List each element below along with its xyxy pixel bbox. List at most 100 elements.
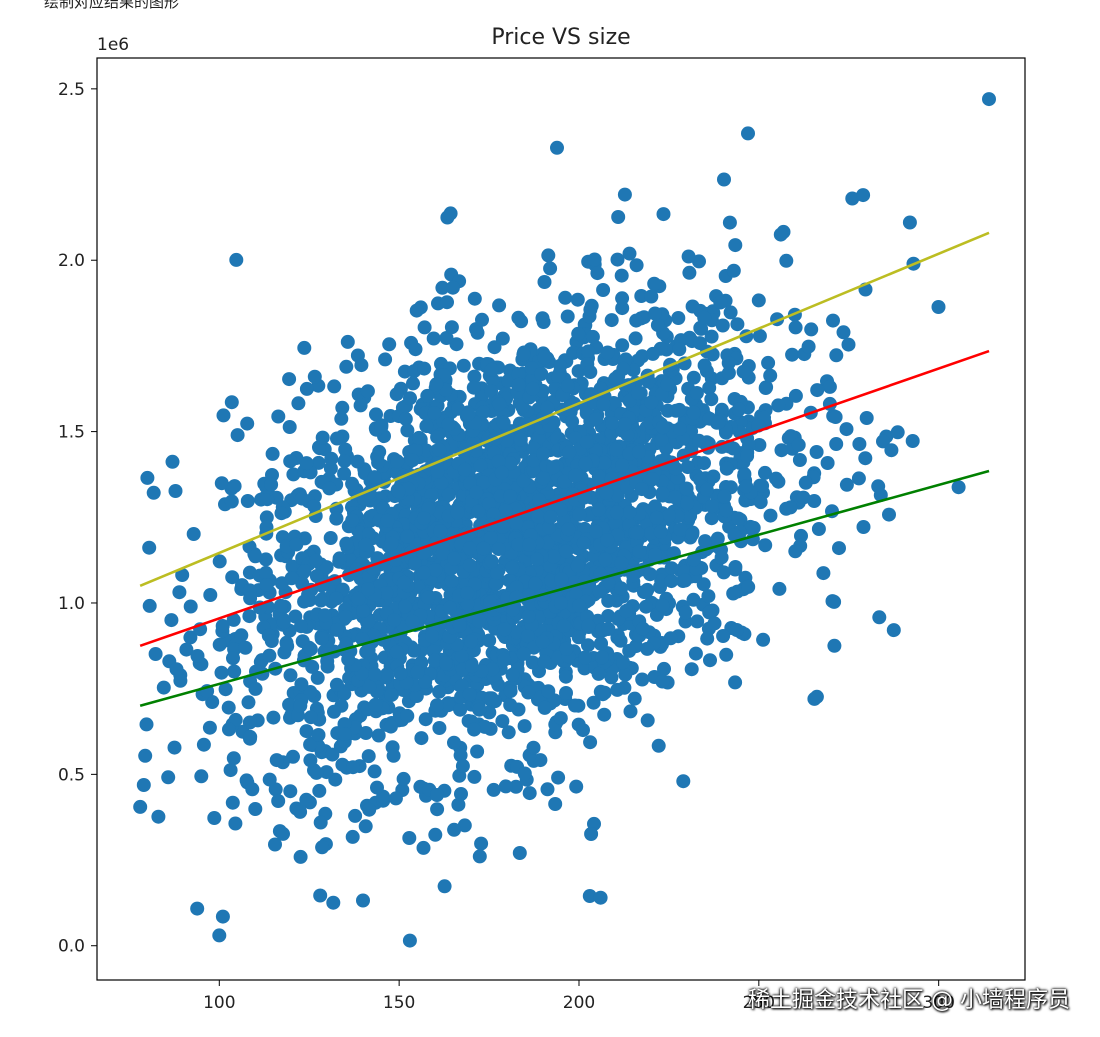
scatter-point	[358, 726, 373, 740]
scatter-point	[409, 689, 424, 703]
scatter-point	[313, 815, 328, 830]
scatter-point	[227, 479, 242, 494]
scatter-point	[511, 367, 526, 382]
scatter-point	[644, 289, 659, 304]
scatter-point	[639, 584, 654, 599]
scatter-point	[729, 623, 744, 637]
scatter-point	[455, 759, 470, 773]
scatter-point	[690, 614, 705, 629]
scatter-point	[242, 609, 257, 624]
scatter-point	[442, 600, 457, 615]
scatter-point	[558, 290, 573, 305]
scatter-point	[614, 555, 629, 570]
scatter-point	[293, 804, 308, 819]
x-tick-label: 200	[563, 993, 595, 1013]
scatter-point	[570, 292, 585, 307]
scatter-point	[314, 593, 328, 608]
scatter-point	[398, 599, 413, 614]
scatter-point	[476, 475, 491, 490]
scatter-point	[562, 445, 577, 460]
scatter-point	[681, 249, 696, 264]
scatter-point	[771, 474, 786, 489]
scatter-point	[581, 618, 596, 633]
scatter-point	[599, 486, 614, 500]
scatter-point	[338, 609, 353, 624]
scatter-point	[525, 655, 540, 670]
scatter-point	[804, 322, 819, 337]
scatter-point	[616, 655, 630, 670]
scatter-point	[358, 819, 373, 834]
scatter-point	[705, 499, 719, 514]
scatter-point	[396, 575, 411, 590]
scatter-point	[276, 826, 290, 841]
scatter-point	[728, 675, 743, 690]
fit-line	[139, 349, 990, 648]
scatter-point	[648, 499, 662, 514]
scatter-point	[356, 893, 370, 908]
scatter-point	[559, 544, 574, 559]
scatter-point	[335, 757, 350, 772]
scatter-point	[226, 612, 241, 627]
scatter-point	[495, 331, 510, 346]
scatter-point	[361, 527, 376, 541]
scatter-point	[440, 295, 454, 310]
scatter-point	[591, 469, 606, 484]
scatter-point	[416, 565, 431, 580]
scatter-point	[419, 443, 434, 458]
scatter-point	[310, 670, 325, 685]
scatter-point	[325, 747, 340, 762]
scatter-point	[268, 837, 282, 852]
scatter-point	[605, 416, 620, 431]
scatter-point	[435, 280, 450, 295]
scatter-point	[492, 298, 507, 313]
x-tick-label: 250	[743, 993, 775, 1013]
scatter-point	[396, 771, 411, 786]
scatter-point	[402, 933, 417, 948]
scatter-point	[315, 840, 330, 855]
scatter-point	[509, 580, 524, 595]
scatter-point	[430, 430, 445, 445]
scatter-point	[472, 614, 486, 629]
scatter-point	[615, 301, 630, 316]
scatter-point	[453, 702, 468, 717]
scatter-point	[551, 770, 566, 785]
scatter-point	[426, 331, 441, 346]
scatter-point	[419, 419, 434, 434]
scatter-point	[614, 581, 629, 596]
scatter-point	[400, 529, 415, 544]
scatter-point	[303, 753, 318, 768]
fit-line	[139, 231, 990, 588]
scatter-point	[136, 778, 151, 792]
scatter-point	[451, 797, 466, 812]
scatter-point	[262, 648, 277, 663]
scatter-point	[430, 698, 444, 713]
scatter-point	[521, 685, 536, 700]
scatter-point	[430, 464, 445, 479]
scatter-point	[583, 735, 598, 750]
scatter-point	[484, 691, 499, 706]
scatter-point	[569, 779, 584, 794]
scatter-point	[367, 470, 382, 485]
scatter-point	[635, 621, 650, 636]
scatter-point	[299, 724, 314, 739]
scatter-point	[273, 598, 288, 613]
scatter-point	[680, 460, 695, 475]
scatter-point	[384, 688, 399, 703]
scatter-point	[714, 550, 729, 565]
scatter-point	[408, 556, 422, 571]
scatter-point	[627, 691, 642, 706]
scatter-point	[553, 358, 568, 373]
scatter-point	[441, 417, 456, 432]
scatter-point	[161, 770, 176, 785]
scatter-point	[654, 573, 669, 588]
scatter-point	[516, 347, 531, 362]
scatter-point	[589, 524, 603, 539]
scatter-point	[139, 717, 154, 732]
scatter-point	[495, 714, 510, 729]
scatter-point	[522, 537, 537, 552]
scatter-point	[816, 566, 831, 581]
scatter-point	[167, 740, 182, 755]
scatter-point	[172, 585, 187, 600]
scatter-point	[407, 643, 421, 658]
scatter-point	[651, 738, 666, 753]
